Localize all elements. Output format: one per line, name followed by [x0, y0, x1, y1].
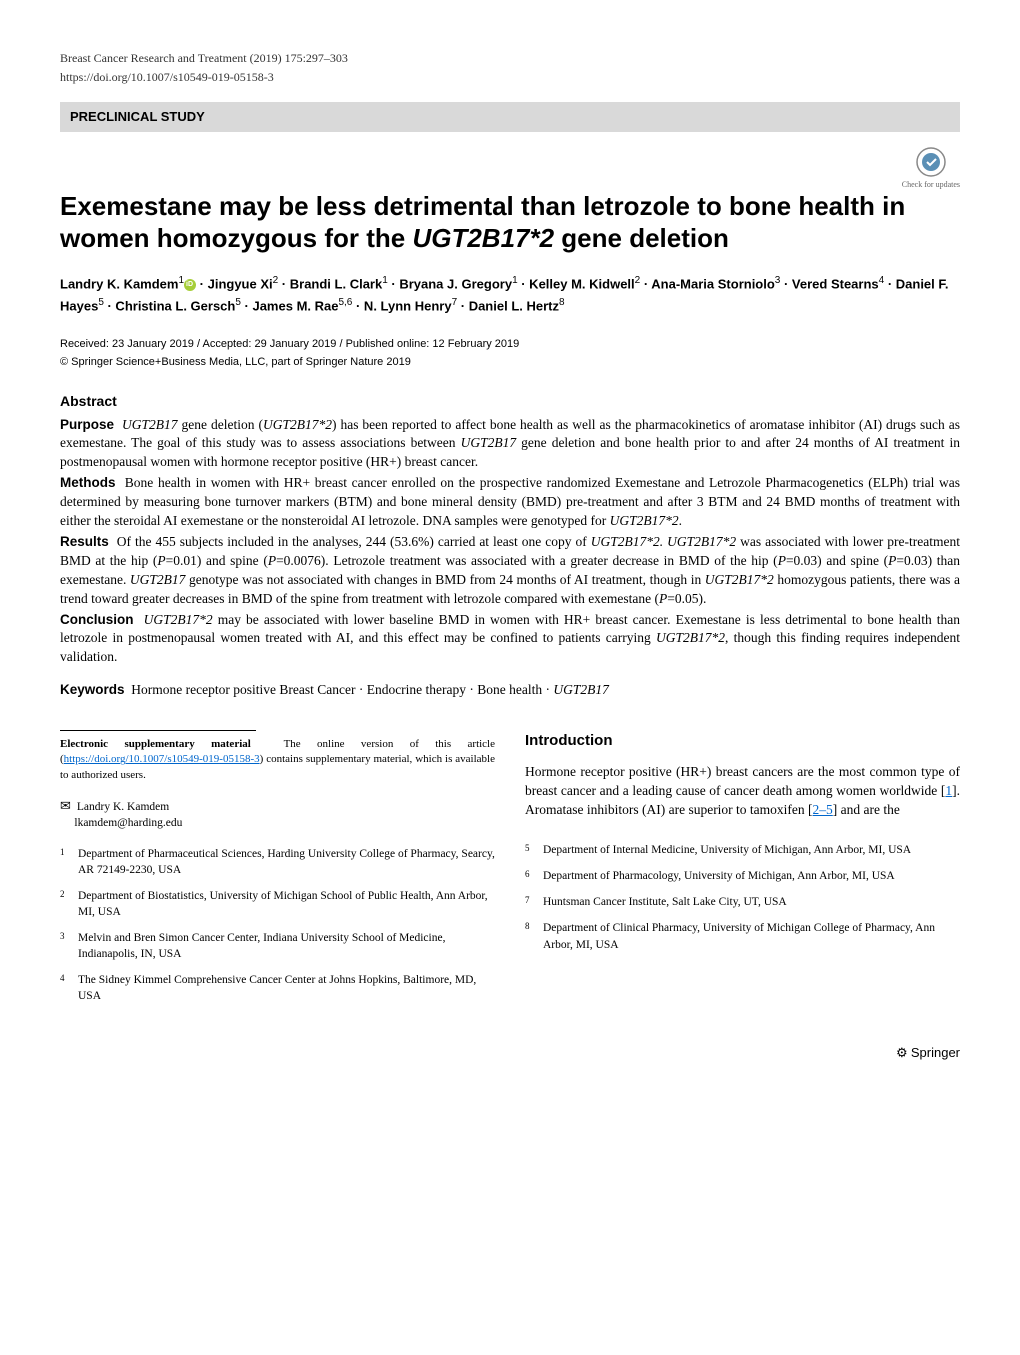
aff-text: Department of Pharmacology, University o… — [543, 868, 960, 884]
journal-citation: Breast Cancer Research and Treatment (20… — [60, 50, 960, 67]
aff-num: 7 — [525, 894, 543, 910]
divider — [60, 730, 256, 731]
aff-text: Department of Pharmaceutical Sciences, H… — [78, 846, 495, 878]
left-column: Electronic supplementary material The on… — [60, 730, 495, 1014]
results-label: Results — [60, 534, 109, 549]
affiliations-left: 1 Department of Pharmaceutical Sciences,… — [60, 846, 495, 1005]
check-updates-label: Check for updates — [902, 180, 960, 189]
orcid-icon[interactable] — [184, 279, 196, 291]
aff-num: 4 — [60, 972, 78, 1004]
esm-doi-link[interactable]: https://doi.org/10.1007/s10549-019-05158… — [64, 753, 260, 765]
abstract-body: Purpose UGT2B17 gene deletion (UGT2B17*2… — [60, 416, 960, 668]
esm-note: Electronic supplementary material The on… — [60, 737, 495, 783]
corr-name: Landry K. Kamdem — [77, 801, 169, 813]
mail-icon: ✉ — [60, 798, 71, 813]
affiliation-1: 1 Department of Pharmaceutical Sciences,… — [60, 846, 495, 878]
springer-footer: ⚙ Springer — [60, 1044, 960, 1062]
author-list: Landry K. Kamdem1 · Jingyue Xi2 · Brandi… — [60, 273, 960, 317]
affiliation-4: 4 The Sidney Kimmel Comprehensive Cancer… — [60, 972, 495, 1004]
doi-link[interactable]: https://doi.org/10.1007/s10549-019-05158… — [60, 69, 960, 86]
conclusion-label: Conclusion — [60, 612, 134, 627]
affiliations-right: 5 Department of Internal Medicine, Unive… — [525, 842, 960, 952]
affiliation-5: 5 Department of Internal Medicine, Unive… — [525, 842, 960, 858]
aff-num: 2 — [60, 888, 78, 920]
abstract-heading: Abstract — [60, 392, 960, 412]
aff-num: 5 — [525, 842, 543, 858]
ref-2-5-link[interactable]: 2–5 — [813, 802, 833, 817]
affiliation-7: 7 Huntsman Cancer Institute, Salt Lake C… — [525, 894, 960, 910]
affiliation-8: 8 Department of Clinical Pharmacy, Unive… — [525, 920, 960, 952]
received-dates: Received: 23 January 2019 / Accepted: 29… — [60, 337, 960, 352]
aff-text: The Sidney Kimmel Comprehensive Cancer C… — [78, 972, 495, 1004]
corr-email[interactable]: lkamdem@harding.edu — [74, 817, 182, 829]
copyright: © Springer Science+Business Media, LLC, … — [60, 355, 960, 370]
aff-num: 8 — [525, 920, 543, 952]
esm-label: Electronic supplementary material — [60, 738, 251, 750]
keywords-label: Keywords — [60, 682, 125, 697]
springer-icon: ⚙ — [896, 1045, 908, 1060]
category-band: PRECLINICAL STUDY — [60, 102, 960, 132]
aff-text: Melvin and Bren Simon Cancer Center, Ind… — [78, 930, 495, 962]
affiliation-2: 2 Department of Biostatistics, Universit… — [60, 888, 495, 920]
purpose-label: Purpose — [60, 417, 114, 432]
check-updates-badge[interactable]: Check for updates — [902, 147, 960, 190]
category-label: PRECLINICAL STUDY — [70, 109, 205, 124]
aff-num: 1 — [60, 846, 78, 878]
right-column: Introduction Hormone receptor positive (… — [525, 730, 960, 1014]
intro-heading: Introduction — [525, 730, 960, 751]
ref-1-link[interactable]: 1 — [945, 783, 952, 798]
affiliation-6: 6 Department of Pharmacology, University… — [525, 868, 960, 884]
aff-text: Huntsman Cancer Institute, Salt Lake Cit… — [543, 894, 960, 910]
article-title: Exemestane may be less detrimental than … — [60, 190, 960, 255]
corresponding-author: ✉ Landry K. Kamdem lkamdem@harding.edu — [60, 797, 495, 831]
keywords: Keywords Hormone receptor positive Breas… — [60, 681, 960, 700]
aff-text: Department of Internal Medicine, Univers… — [543, 842, 960, 858]
intro-text: Hormone receptor positive (HR+) breast c… — [525, 763, 960, 820]
aff-text: Department of Biostatistics, University … — [78, 888, 495, 920]
aff-num: 6 — [525, 868, 543, 884]
check-updates-icon — [916, 147, 946, 177]
aff-num: 3 — [60, 930, 78, 962]
affiliation-3: 3 Melvin and Bren Simon Cancer Center, I… — [60, 930, 495, 962]
aff-text: Department of Clinical Pharmacy, Univers… — [543, 920, 960, 952]
springer-label: Springer — [911, 1045, 960, 1060]
methods-label: Methods — [60, 475, 116, 490]
